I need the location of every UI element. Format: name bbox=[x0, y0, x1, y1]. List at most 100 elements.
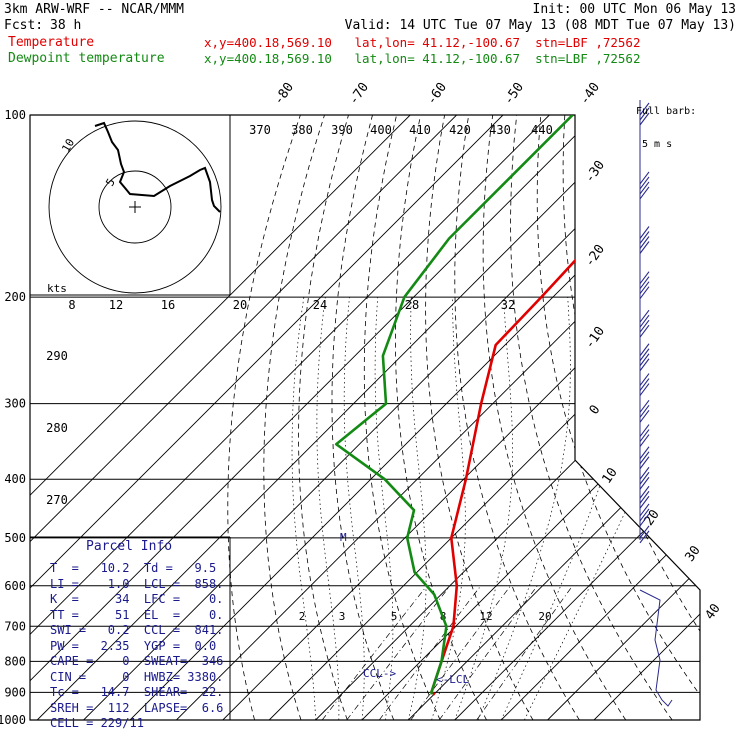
isotherm-label: -50 bbox=[501, 80, 527, 108]
profile-annotation: <-LCL bbox=[436, 673, 469, 686]
hodograph-box bbox=[29, 114, 231, 296]
wind-barb bbox=[639, 399, 650, 423]
parcel-info-row: T = 10.2 Td = 9.5 bbox=[50, 561, 217, 575]
isotherm-label: -60 bbox=[424, 80, 450, 108]
isotherm-line bbox=[315, 115, 700, 720]
dry-adiabat bbox=[227, 115, 301, 720]
mixing-ratio-line bbox=[410, 585, 511, 720]
pressure-label-100: 100 bbox=[4, 108, 26, 122]
wind-barb bbox=[639, 373, 650, 396]
theta-labels: 370 380 390 400 410 420 430 440 290 280 270 bbox=[46, 123, 553, 507]
isotherm-line bbox=[500, 115, 700, 720]
parcel-info-row: TT = 51 EL = 0. bbox=[50, 607, 224, 622]
moist-adiabat bbox=[431, 297, 466, 720]
mixing-ratio-label: 2 bbox=[299, 610, 306, 623]
isotherm-label: -70 bbox=[346, 80, 372, 108]
hodograph-unit: kts bbox=[47, 282, 67, 295]
isotherm-label: 0 bbox=[587, 402, 604, 417]
wind-barb bbox=[639, 446, 650, 470]
wind-barb bbox=[639, 503, 650, 527]
wind-barbs bbox=[639, 100, 673, 707]
profiles bbox=[334, 115, 700, 696]
theta-label: 400 bbox=[370, 123, 392, 137]
moist-adiabat bbox=[316, 297, 340, 720]
isotherm-line bbox=[36, 115, 643, 720]
dry-adiabat bbox=[684, 115, 700, 720]
isotherm-line bbox=[30, 115, 457, 720]
forecast-hour: 38 h bbox=[50, 18, 82, 33]
parcel-info-row: Tc = 14.7 SHEAR= 22. bbox=[50, 685, 224, 699]
temperature-location: x,y=400.18,569.10 lat,lon= 41.12,-100.67… bbox=[204, 35, 641, 50]
pressure-labels: 100 200 300 400 500 600 700 800 900 1000 bbox=[0, 108, 26, 727]
profile-annotation: M bbox=[340, 531, 347, 544]
dry-adiabat bbox=[263, 115, 325, 720]
barb-note: Full barb: 5 m s bbox=[636, 84, 696, 172]
mixing-ratio-line bbox=[379, 585, 482, 720]
mixing-ratio-line bbox=[438, 585, 538, 720]
isotherm-line bbox=[222, 115, 700, 720]
theta-label: 270 bbox=[46, 493, 68, 507]
dry-adiabat bbox=[454, 115, 580, 720]
isotherm-label: -30 bbox=[582, 158, 608, 186]
mixing-ratio-label: 5 bbox=[391, 610, 398, 623]
theta-label: 380 bbox=[291, 123, 313, 137]
isotherm-line bbox=[268, 115, 700, 720]
hodograph-speed-label: 12 bbox=[109, 298, 123, 312]
diagram-frame bbox=[29, 114, 701, 721]
barb-note-line2: 5 m s bbox=[642, 139, 673, 150]
moist-adiabat bbox=[477, 297, 571, 720]
parcel-info-row: PW = 2.35 YGP = 0.0 bbox=[50, 638, 217, 653]
theta-label: 390 bbox=[331, 123, 353, 137]
isotherm-label: -20 bbox=[582, 242, 608, 270]
isotherm-line bbox=[547, 115, 700, 720]
dry-adiabat bbox=[395, 115, 487, 720]
hodograph-ring-label: 10 bbox=[59, 137, 77, 155]
dewpoint-profile bbox=[334, 115, 574, 695]
pressure-label-400: 400 bbox=[4, 472, 26, 486]
parcel-info-row: CIN = 0 HWBZ= 3380. bbox=[50, 669, 224, 684]
moist-adiabat bbox=[454, 297, 513, 720]
isotherm-label: -10 bbox=[582, 324, 608, 352]
mixing-ratio-label: 20 bbox=[538, 610, 551, 623]
parcel-info-panel: Parcel Info T = 10.2 Td = 9.5 LI = 1.0 LC… bbox=[30, 537, 230, 730]
wind-barb bbox=[639, 525, 650, 544]
dry-adiabat bbox=[510, 115, 673, 720]
diagram-border bbox=[29, 114, 701, 721]
barb-note-line1: Full barb: bbox=[636, 106, 697, 117]
hodograph-speed-label: 20 bbox=[233, 298, 247, 312]
hodograph-speed-label: 32 bbox=[501, 298, 515, 312]
wind-barb bbox=[639, 485, 650, 509]
parcel-info-row: SWI = 0.2 CCL = 841. bbox=[50, 623, 224, 637]
moist-adiabat bbox=[500, 297, 642, 720]
hodograph-ring bbox=[48, 120, 222, 294]
moist-adiabat bbox=[291, 297, 316, 720]
isotherm-label: 30 bbox=[682, 543, 703, 564]
pressure-label-500: 500 bbox=[4, 531, 26, 545]
dry-adiabat bbox=[298, 115, 349, 720]
isotherm-line bbox=[30, 115, 550, 720]
low-level-wind bbox=[639, 589, 673, 707]
isotherm-line bbox=[30, 115, 504, 720]
mixing-ratio-line bbox=[321, 585, 428, 720]
temperature-profile bbox=[430, 115, 700, 696]
theta-label: 440 bbox=[531, 123, 553, 137]
isotherm-label: -80 bbox=[271, 80, 297, 108]
temperature-legend: Temperature bbox=[8, 35, 95, 50]
isotherm-line bbox=[30, 115, 411, 720]
moist-adiabat bbox=[343, 297, 365, 720]
theta-label: 370 bbox=[249, 123, 271, 137]
isotherm-line bbox=[593, 115, 700, 720]
wind-barb bbox=[639, 343, 650, 372]
mixing-ratio-line bbox=[346, 585, 451, 720]
pressure-label-800: 800 bbox=[4, 654, 26, 668]
wind-barb bbox=[639, 226, 650, 254]
hodograph-speed-label: 16 bbox=[161, 298, 175, 312]
isotherm-line bbox=[454, 115, 700, 720]
dry-adiabat bbox=[536, 115, 700, 720]
pressure-label-1000: 1000 bbox=[0, 713, 26, 727]
pressure-label-300: 300 bbox=[4, 397, 26, 411]
hodograph-speed-label: 28 bbox=[405, 298, 419, 312]
parcel-info-title: Parcel Info bbox=[86, 539, 173, 554]
